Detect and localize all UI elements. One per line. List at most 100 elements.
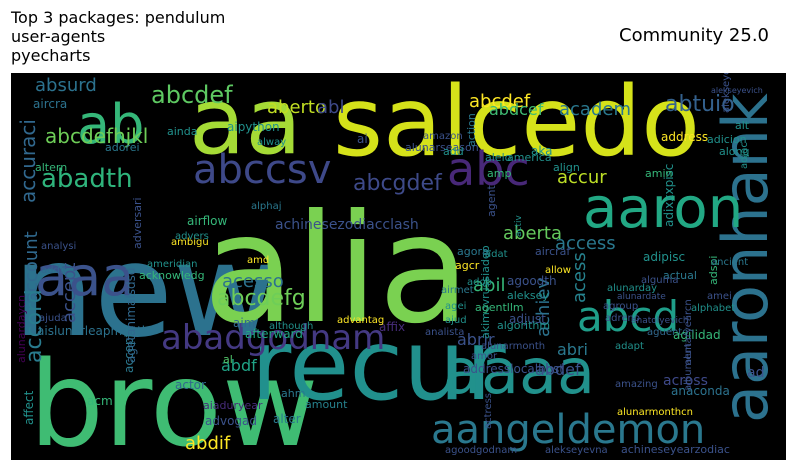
cloud-word-55: aiaduryear bbox=[203, 399, 263, 412]
cloud-word-5: aa bbox=[189, 73, 302, 175]
cloud-word-100: actual bbox=[663, 269, 697, 282]
cloud-word-95: ajud bbox=[445, 315, 467, 326]
cloud-word-129: aipython bbox=[227, 120, 280, 134]
cloud-word-20: abcgdef bbox=[353, 171, 443, 196]
cloud-word-80: alekseyevna bbox=[545, 445, 608, 456]
cloud-word-143: adicion bbox=[707, 133, 747, 146]
cloud-word-43: acesso bbox=[222, 271, 284, 292]
cloud-word-68: although bbox=[269, 321, 313, 332]
cloud-word-54: advogad bbox=[205, 414, 257, 428]
cloud-word-31: accuraci bbox=[16, 119, 40, 203]
cloud-word-115: adreno bbox=[605, 313, 640, 324]
cloud-word-84: agoodth bbox=[507, 274, 557, 288]
cloud-word-128: ainda bbox=[167, 125, 198, 138]
cloud-word-6: aaa bbox=[35, 245, 134, 308]
cloud-word-103: adixxxpisc bbox=[662, 164, 676, 227]
cloud-word-3: recur bbox=[251, 309, 506, 423]
cloud-word-130: alway bbox=[257, 137, 286, 148]
cloud-word-74: anaconda bbox=[671, 384, 730, 398]
cloud-word-92: adob bbox=[467, 277, 492, 288]
cloud-word-38: abri bbox=[557, 340, 588, 359]
cloud-word-4: salcedo bbox=[333, 73, 700, 178]
cloud-word-81: achineseyearzodiac bbox=[621, 443, 730, 456]
cloud-word-93: adat bbox=[485, 249, 508, 260]
cloud-word-124: analysi bbox=[41, 241, 76, 252]
cloud-word-109: adjac bbox=[739, 142, 750, 169]
cloud-word-110: ancient bbox=[711, 257, 748, 268]
cloud-word-108: adspi bbox=[707, 256, 720, 286]
cloud-word-136: alelo bbox=[485, 151, 512, 164]
cloud-word-19: abcdefhjkl bbox=[45, 124, 148, 148]
cloud-word-28: aircra bbox=[33, 97, 67, 111]
cloud-word-9: aaronhank bbox=[709, 93, 782, 423]
cloud-word-72: aguento bbox=[647, 327, 688, 338]
cloud-word-69: analista bbox=[425, 327, 464, 338]
cloud-word-125: addit bbox=[41, 265, 67, 276]
cloud-word-23: abl bbox=[317, 97, 344, 118]
cloud-word-17: abcdef bbox=[151, 81, 233, 109]
cloud-word-33: accept bbox=[59, 263, 80, 323]
cloud-word-67: advantag bbox=[337, 315, 384, 326]
cloud-word-123: adversari bbox=[131, 197, 144, 249]
cloud-word-76: amor bbox=[471, 351, 498, 362]
word-cloud: brow new alia recur salcedo aa aaa aaaa aangelde… bbox=[11, 73, 786, 460]
cloud-word-13: abcd bbox=[577, 292, 679, 341]
cloud-word-90: algorithm bbox=[497, 319, 550, 332]
cloud-word-15: abadgodnam bbox=[161, 318, 385, 358]
cloud-word-133: amazon bbox=[423, 131, 463, 142]
cloud-word-0: brow bbox=[29, 335, 319, 460]
cloud-word-27: absurd bbox=[35, 75, 97, 96]
cloud-word-14: ab bbox=[77, 93, 144, 156]
figure-title-right: Community 25.0 bbox=[619, 25, 769, 46]
cloud-word-49: afterward bbox=[245, 327, 303, 341]
cloud-word-98: alekseyevich bbox=[721, 73, 732, 113]
cloud-word-47: ad bbox=[747, 365, 764, 381]
cloud-word-89: agentllm bbox=[475, 301, 524, 314]
cloud-word-73: amazing bbox=[615, 379, 658, 390]
cloud-word-58: al bbox=[223, 353, 233, 366]
cloud-word-59: affect bbox=[22, 390, 36, 425]
cloud-word-122: advers bbox=[175, 231, 209, 242]
cloud-word-97: airmet bbox=[441, 285, 474, 296]
cloud-word-64: acknowledg bbox=[139, 269, 205, 282]
cloud-word-146: alekseyevich bbox=[711, 86, 763, 95]
cloud-word-144: along bbox=[719, 145, 749, 158]
cloud-word-66: amd bbox=[247, 255, 269, 266]
cloud-word-117: alunarday bbox=[607, 283, 657, 294]
cloud-word-52: alter bbox=[273, 412, 301, 426]
cloud-word-57: actor bbox=[175, 378, 206, 392]
cloud-word-26: abtuio bbox=[665, 92, 735, 117]
cloud-word-104: anatolyevich bbox=[631, 316, 689, 326]
cloud-word-96: alunarmonth bbox=[481, 341, 545, 352]
cloud-word-10: aaron bbox=[583, 176, 743, 241]
cloud-word-40: aberta bbox=[503, 223, 562, 244]
cloud-word-131: ai bbox=[357, 132, 368, 146]
cloud-word-24: abdcef bbox=[489, 100, 544, 119]
cloud-word-37: abrir bbox=[457, 330, 495, 349]
cloud-word-75: akimovrussiadep bbox=[479, 245, 492, 339]
cloud-word-39: abil bbox=[473, 275, 505, 296]
cloud-word-135: action bbox=[465, 113, 478, 147]
cloud-word-70: adjust bbox=[509, 312, 546, 326]
cloud-word-34: acceptd bbox=[122, 325, 136, 373]
cloud-word-106: alphabet bbox=[691, 303, 735, 314]
cloud-word-132: alunarseason bbox=[405, 141, 479, 154]
cloud-word-85: agora bbox=[457, 245, 489, 258]
cloud-word-25: academ bbox=[559, 99, 631, 120]
cloud-word-35: abdf bbox=[221, 356, 257, 375]
cloud-word-127: adorei bbox=[105, 141, 140, 154]
cloud-word-145: alt bbox=[735, 119, 750, 132]
cloud-word-120: ambigu bbox=[171, 237, 209, 248]
cloud-word-50: ahm bbox=[281, 387, 305, 400]
cloud-word-16: abadth bbox=[41, 164, 133, 194]
cloud-word-119: alphaj bbox=[251, 201, 282, 212]
cloud-word-121: airflow bbox=[187, 214, 228, 228]
cloud-word-65: ameridian bbox=[147, 259, 198, 270]
cloud-word-53: amount bbox=[305, 398, 348, 411]
cloud-word-44: achiev bbox=[533, 278, 554, 337]
cloud-word-126: altern bbox=[35, 161, 67, 174]
cloud-word-114: agroup bbox=[603, 301, 638, 312]
cloud-word-61: aislunarleapmonth bbox=[37, 324, 149, 338]
cloud-word-62: ajuda bbox=[39, 313, 67, 324]
cloud-word-56: acm bbox=[87, 394, 113, 408]
